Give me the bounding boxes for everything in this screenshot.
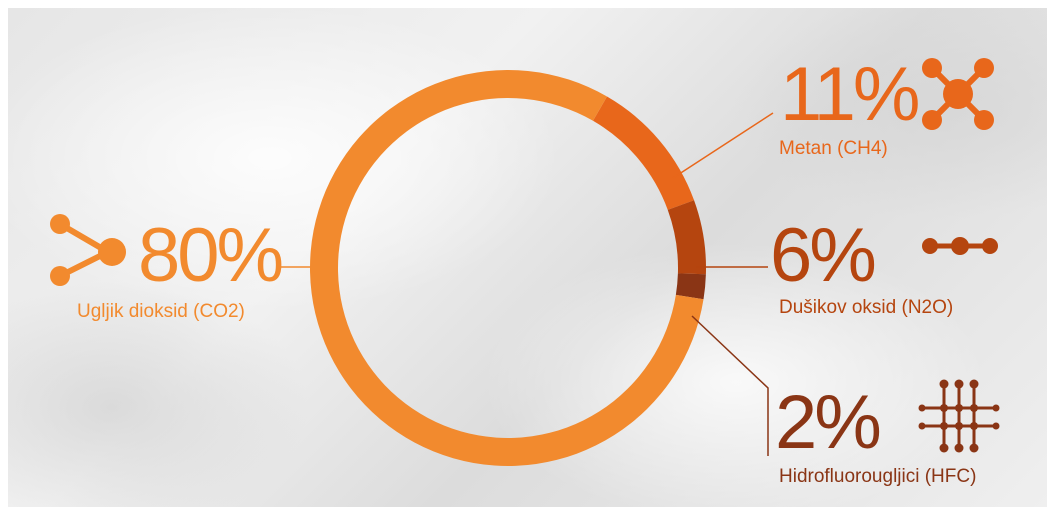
molecule-cross-icon — [922, 58, 994, 130]
leader-line-hfc — [691, 315, 769, 456]
donut-slice-n2o — [667, 200, 706, 275]
molecule-grid-icon — [918, 379, 1000, 453]
molecule-chain-icon — [922, 237, 998, 255]
donut-slices — [309, 69, 706, 466]
ch4-percent: 11% — [780, 52, 918, 137]
molecule-branch-icon — [50, 214, 126, 286]
leader-line-ch4 — [672, 112, 774, 179]
hfc-percent: 2% — [775, 380, 879, 465]
hfc-label: Hidrofluorougljici (HFC) — [779, 466, 976, 487]
donut-slice-ch4 — [593, 96, 695, 210]
n2o-percent: 6% — [770, 213, 874, 298]
co2-percent: 80% — [138, 213, 282, 298]
donut-chart: 80% Ugljik dioksid (CO2) 11% Metan (CH4)… — [50, 52, 1000, 487]
co2-label: Ugljik dioksid (CO2) — [77, 301, 245, 322]
ch4-label: Metan (CH4) — [779, 138, 888, 159]
donut-slice-hfc — [675, 273, 706, 300]
infographic-canvas: 80% Ugljik dioksid (CO2) 11% Metan (CH4)… — [8, 8, 1047, 507]
n2o-label: Dušikov oksid (N2O) — [779, 297, 953, 318]
